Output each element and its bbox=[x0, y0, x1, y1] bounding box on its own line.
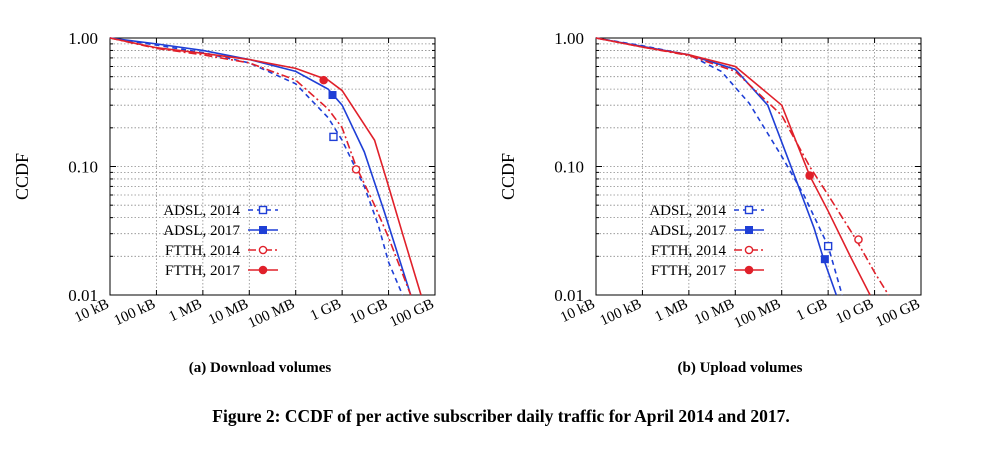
legend-marker bbox=[259, 226, 267, 234]
legend-label: FTTH, 2014 bbox=[165, 243, 241, 259]
legend-label: FTTH, 2014 bbox=[651, 243, 727, 259]
y-tick-label: 0.10 bbox=[554, 158, 584, 177]
x-tick-label: 1 MB bbox=[652, 296, 690, 325]
subcaption-download: (a) Download volumes bbox=[188, 360, 332, 376]
series-line-adsl-2014 bbox=[109, 37, 404, 296]
x-tick-label: 10 MB bbox=[206, 296, 251, 328]
series-marker bbox=[805, 171, 814, 180]
legend-marker bbox=[744, 245, 754, 255]
ticks bbox=[109, 37, 436, 296]
x-tick-label: 100 GB bbox=[387, 296, 436, 330]
series-marker bbox=[820, 255, 829, 264]
figure-caption: Figure 2: CCDF of per active subscriber … bbox=[212, 406, 790, 426]
legend-marker bbox=[744, 265, 754, 275]
x-tick-label: 10 GB bbox=[348, 296, 391, 327]
legend: ADSL, 2014 ADSL, 2017 FTTH, 2014 FTTH, 2017 bbox=[649, 203, 764, 279]
series-marker bbox=[319, 75, 328, 85]
legend-marker bbox=[744, 205, 754, 215]
legend-label: ADSL, 2017 bbox=[649, 223, 726, 239]
series-line-ftth-2017 bbox=[595, 37, 871, 296]
x-tick-label: 10 GB bbox=[834, 296, 877, 327]
x-tick-label: 100 GB bbox=[873, 296, 922, 330]
series-marker bbox=[823, 241, 833, 251]
legend-marker bbox=[745, 226, 753, 234]
legend-marker bbox=[258, 265, 268, 275]
subcaption-upload: (b) Upload volumes bbox=[677, 360, 803, 376]
y-tick-label: 0.01 bbox=[554, 286, 584, 305]
x-tick-label: 100 MB bbox=[732, 296, 784, 331]
x-tick-label: 100 MB bbox=[246, 296, 298, 331]
y-tick-label: 1.00 bbox=[554, 29, 584, 48]
ticks bbox=[595, 37, 922, 296]
series-line-ftth-2014 bbox=[109, 37, 412, 296]
legend-label: ADSL, 2017 bbox=[163, 223, 240, 239]
x-tick-label: 1 MB bbox=[166, 296, 204, 325]
x-tick-label: 100 kB bbox=[112, 296, 158, 329]
series-group bbox=[595, 37, 890, 296]
series-line-adsl-2014 bbox=[595, 37, 843, 296]
series-line-ftth-2017 bbox=[109, 37, 422, 296]
series-line-adsl-2017 bbox=[109, 37, 412, 296]
legend-label: ADSL, 2014 bbox=[163, 203, 240, 219]
legend-marker bbox=[258, 245, 268, 255]
legend-label: FTTH, 2017 bbox=[651, 263, 727, 279]
x-tick-label: 100 kB bbox=[598, 296, 644, 329]
x-tick-label: 1 GB bbox=[794, 296, 830, 324]
series-marker bbox=[351, 165, 361, 174]
series-marker bbox=[328, 91, 337, 100]
y-tick-label: 0.10 bbox=[68, 158, 98, 177]
y-tick-label: 1.00 bbox=[68, 29, 98, 48]
y-axis-label: CCDF bbox=[12, 153, 32, 200]
series-marker bbox=[854, 235, 863, 244]
legend-marker bbox=[258, 205, 268, 215]
grid bbox=[595, 37, 922, 296]
x-tick-label: 1 GB bbox=[308, 296, 344, 324]
legend-label: ADSL, 2014 bbox=[649, 203, 726, 219]
series-marker bbox=[329, 132, 338, 142]
legend-label: FTTH, 2017 bbox=[165, 263, 241, 279]
y-tick-label: 0.01 bbox=[68, 286, 98, 305]
x-tick-label: 10 MB bbox=[692, 296, 737, 328]
legend: ADSL, 2014 ADSL, 2017 FTTH, 2014 FTTH, 2017 bbox=[163, 203, 278, 279]
series-group bbox=[109, 37, 422, 296]
y-axis-label: CCDF bbox=[498, 153, 518, 200]
